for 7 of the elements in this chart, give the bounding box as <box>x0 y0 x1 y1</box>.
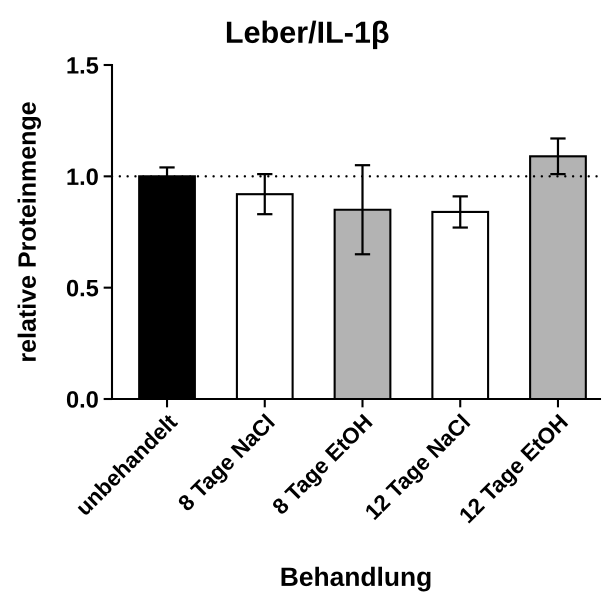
y-tick-label: 1.5 <box>67 57 98 74</box>
y-axis-title: relative Proteinmenge <box>18 102 41 361</box>
y-tick-label: 1.0 <box>67 168 98 186</box>
chart-title: Leber/IL-1β <box>226 20 389 50</box>
y-tick-label: 0.0 <box>66 391 98 408</box>
y-tick-label: 0.5 <box>66 280 98 296</box>
x-axis-title: Behandlung <box>282 566 430 592</box>
